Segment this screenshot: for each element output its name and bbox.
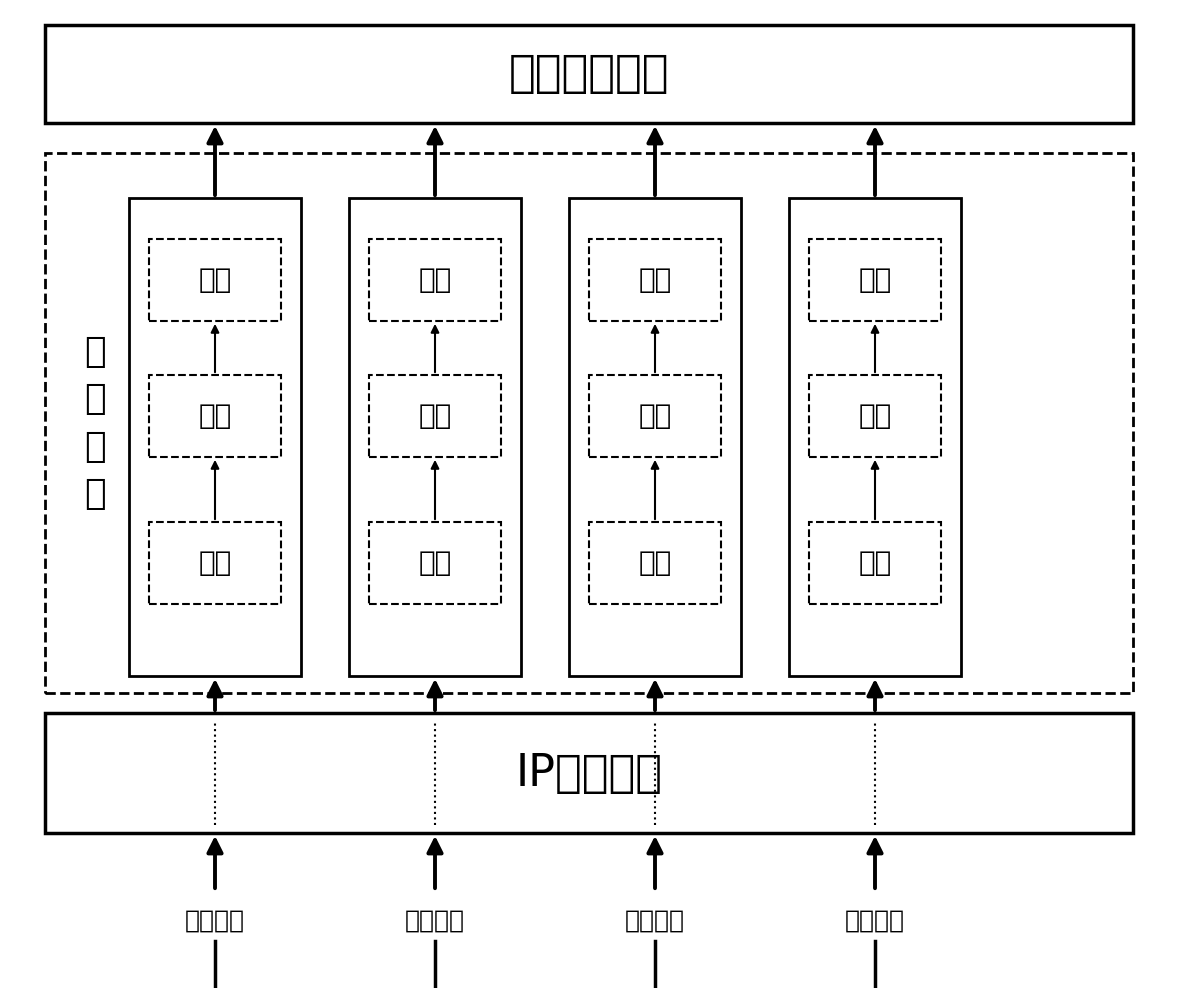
Text: 校验: 校验	[638, 266, 671, 294]
Text: 专网数据: 专网数据	[845, 909, 905, 933]
Text: 校验: 校验	[859, 266, 892, 294]
Text: 校验: 校验	[418, 266, 451, 294]
Text: 解析: 解析	[198, 402, 232, 430]
Bar	[148, 239, 282, 321]
Bar	[589, 375, 721, 457]
Text: IP负载均衡: IP负载均衡	[516, 752, 662, 794]
Bar	[789, 198, 961, 676]
Bar	[809, 375, 941, 457]
Text: 拼包: 拼包	[418, 549, 451, 577]
Text: 校验: 校验	[198, 266, 232, 294]
Bar	[148, 522, 282, 604]
Text: 解析: 解析	[418, 402, 451, 430]
Bar	[45, 713, 1133, 833]
Bar	[369, 522, 501, 604]
Bar	[349, 198, 521, 676]
Bar	[809, 522, 941, 604]
Bar	[569, 198, 741, 676]
Bar	[45, 25, 1133, 123]
Bar	[148, 375, 282, 457]
Text: 拼包: 拼包	[859, 549, 892, 577]
Bar	[589, 522, 721, 604]
Text: 专网数据: 专网数据	[626, 909, 684, 933]
Text: 解析: 解析	[638, 402, 671, 430]
Text: 预
处
理
层: 预 处 理 层	[84, 335, 106, 511]
Text: 拼包: 拼包	[638, 549, 671, 577]
Bar	[809, 239, 941, 321]
Text: 专网数据: 专网数据	[405, 909, 465, 933]
Bar	[369, 375, 501, 457]
Bar	[130, 198, 302, 676]
Bar	[45, 153, 1133, 693]
Text: 解析: 解析	[859, 402, 892, 430]
Bar	[589, 239, 721, 321]
Text: 拼包: 拼包	[198, 549, 232, 577]
Bar	[369, 239, 501, 321]
Text: 专网数据: 专网数据	[185, 909, 245, 933]
Text: 格网数据缓存: 格网数据缓存	[509, 52, 669, 96]
